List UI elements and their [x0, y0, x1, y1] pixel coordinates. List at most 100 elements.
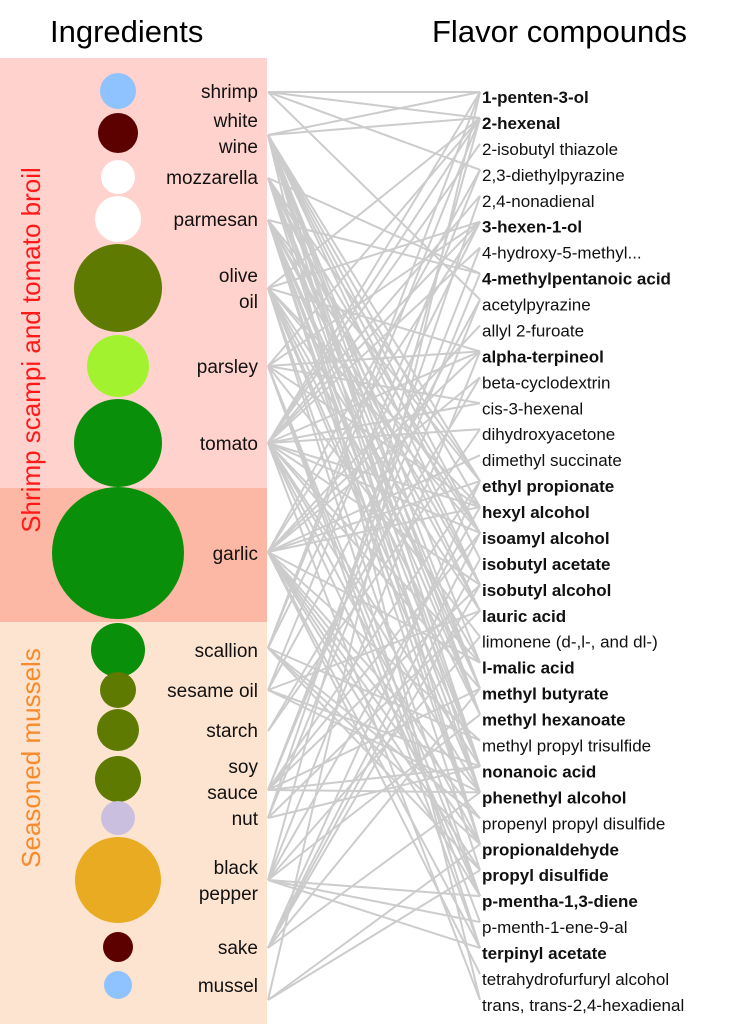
compound-label[interactable]: dimethyl succinate	[482, 451, 622, 470]
compound-label[interactable]: 2,4-nonadienal	[482, 192, 594, 211]
compound-label[interactable]: p-mentha-1,3-diene	[482, 892, 638, 911]
edge	[267, 91, 481, 444]
ingredient-label: mussel	[198, 976, 258, 997]
edge	[267, 195, 481, 819]
ingredient-label: garlic	[213, 544, 258, 565]
compound-label[interactable]: methyl hexanoate	[482, 711, 626, 730]
ingredient-label: tomato	[200, 434, 258, 455]
edge	[267, 480, 481, 949]
compound-label[interactable]: methyl butyrate	[482, 685, 609, 704]
edge	[267, 221, 481, 553]
edge	[267, 551, 481, 819]
compound-label[interactable]: isobutyl acetate	[482, 555, 611, 574]
compound-label[interactable]: 4-methylpentanoic acid	[482, 270, 671, 289]
compound-label[interactable]: methyl propyl trisulfide	[482, 737, 651, 756]
compound-label[interactable]: allyl 2-furoate	[482, 321, 584, 340]
edge	[267, 365, 481, 949]
compound-label[interactable]: propyl disulfide	[482, 866, 609, 885]
compound-label[interactable]: 3-hexen-1-ol	[482, 218, 582, 237]
compound-label[interactable]: l-malic acid	[482, 659, 575, 678]
ingredient-label: scallion	[195, 641, 258, 662]
ingredient-node[interactable]	[103, 932, 133, 962]
compound-label[interactable]: beta-cyclodextrin	[482, 373, 611, 392]
compound-label[interactable]: acetylpyrazine	[482, 296, 591, 315]
ingredient-label: white	[213, 111, 258, 132]
compound-label[interactable]: tetrahydrofurfuryl alcohol	[482, 970, 669, 989]
edge	[267, 480, 481, 791]
edge	[267, 551, 481, 949]
ingredient-node[interactable]	[104, 971, 132, 999]
edge	[267, 134, 481, 560]
edge	[267, 351, 481, 881]
ingredient-node[interactable]	[87, 335, 149, 397]
compound-label[interactable]: p-menth-1-ene-9-al	[482, 918, 628, 937]
edge	[267, 584, 481, 949]
compound-label[interactable]: 1-penten-3-ol	[482, 88, 589, 107]
compound-label[interactable]: 2,3-diethylpyrazine	[482, 166, 625, 185]
edge	[267, 177, 481, 534]
ingredient-node[interactable]	[95, 196, 141, 242]
compound-label[interactable]: lauric acid	[482, 607, 566, 626]
ingredient-label: sauce	[207, 783, 258, 804]
ingredient-node[interactable]	[91, 623, 145, 677]
compound-label[interactable]: isoamyl alcohol	[482, 529, 610, 548]
ingredient-node[interactable]	[97, 709, 139, 751]
edge	[267, 169, 481, 553]
edge	[267, 442, 481, 508]
compound-label[interactable]: 4-hydroxy-5-methyl...	[482, 244, 642, 263]
ingredient-node[interactable]	[100, 73, 136, 109]
ingredient-label: sake	[218, 938, 258, 959]
ingredient-label: sesame oil	[167, 681, 258, 702]
ingredient-label: mozzarella	[166, 168, 258, 189]
ingredient-node[interactable]	[75, 837, 161, 923]
edge	[267, 134, 481, 534]
ingredient-node[interactable]	[101, 160, 135, 194]
edge	[267, 791, 481, 949]
compound-label[interactable]: dihydroxyacetone	[482, 425, 615, 444]
edge	[267, 765, 481, 819]
edge	[267, 221, 481, 649]
edge	[267, 376, 481, 553]
compound-label[interactable]: nonanoic acid	[482, 762, 596, 781]
compound-label[interactable]: terpinyl acetate	[482, 944, 607, 963]
compound-label[interactable]: limonene (d-,l-, and dl-)	[482, 633, 658, 652]
edge	[267, 91, 481, 136]
edge	[267, 116, 481, 136]
edge	[267, 843, 481, 1001]
ingredient-node[interactable]	[95, 756, 141, 802]
edge	[267, 551, 481, 794]
edge	[267, 91, 481, 119]
ingredient-node[interactable]	[100, 672, 136, 708]
compound-label[interactable]: hexyl alcohol	[482, 503, 590, 522]
compound-label[interactable]: trans, trans-2,4-hexadienal	[482, 996, 684, 1015]
recipe-group-label: Seasoned mussels	[16, 648, 46, 868]
compound-label[interactable]: isobutyl alcohol	[482, 581, 611, 600]
edge	[267, 879, 481, 949]
ingredient-label: nut	[232, 809, 259, 830]
ingredient-node[interactable]	[74, 244, 162, 332]
edge	[267, 551, 481, 742]
ingredient-node[interactable]	[101, 801, 135, 835]
compound-label[interactable]: cis-3-hexenal	[482, 399, 583, 418]
ingredient-label: soy	[228, 757, 258, 778]
edge	[267, 219, 481, 275]
ingredient-node[interactable]	[74, 399, 162, 487]
compound-label[interactable]: ethyl propionate	[482, 477, 614, 496]
compound-label[interactable]: 2-hexenal	[482, 114, 560, 133]
ingredient-node[interactable]	[52, 487, 184, 619]
compound-label[interactable]: propionaldehyde	[482, 840, 619, 859]
compound-label[interactable]: phenethyl alcohol	[482, 788, 627, 807]
edge	[267, 219, 481, 612]
ingredient-label: pepper	[199, 884, 259, 905]
edge	[267, 558, 481, 949]
edge	[267, 117, 481, 444]
ingredient-label: olive	[219, 266, 258, 287]
compound-label[interactable]: 2-isobutyl thiazole	[482, 140, 618, 159]
ingredient-node[interactable]	[98, 113, 138, 153]
compound-label[interactable]: alpha-terpineol	[482, 347, 604, 366]
ingredient-label: starch	[206, 721, 258, 742]
edge	[267, 532, 481, 791]
compounds-header: Flavor compounds	[432, 14, 687, 49]
compound-label[interactable]: propenyl propyl disulfide	[482, 814, 665, 833]
